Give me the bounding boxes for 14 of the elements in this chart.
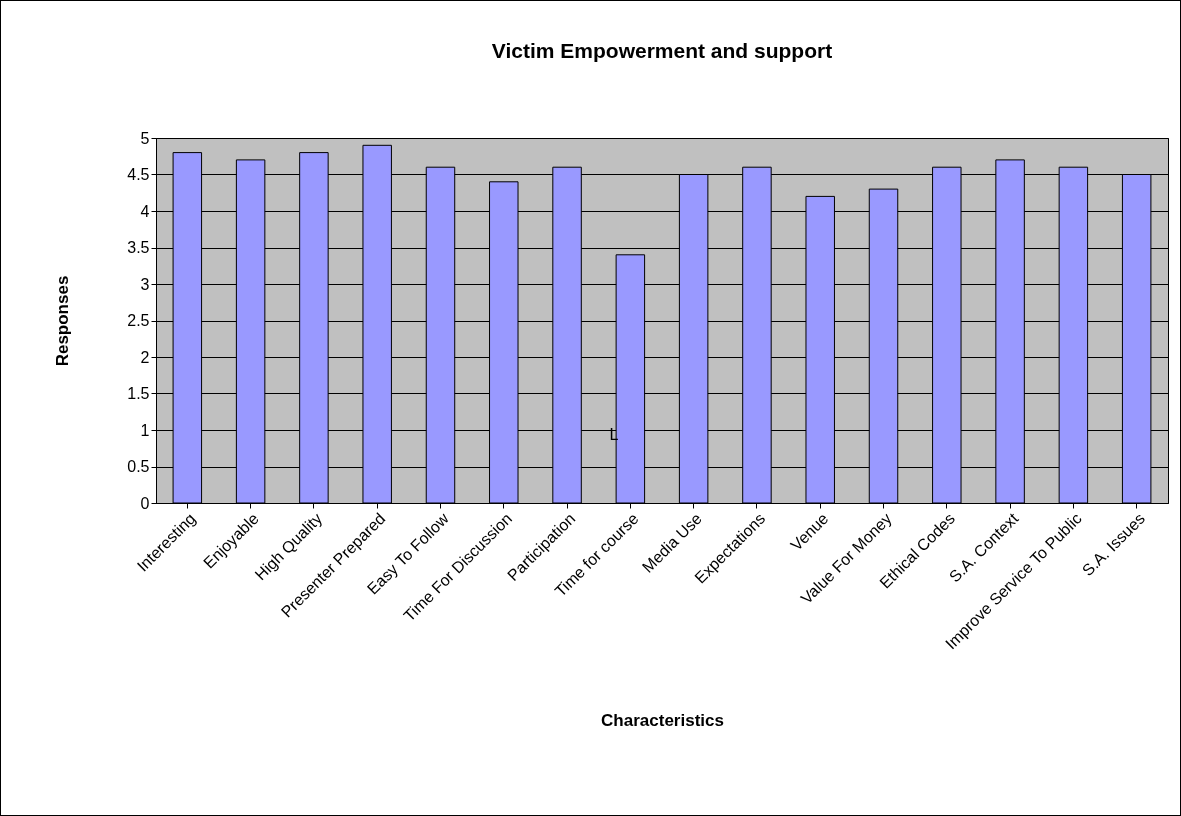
y-tick-label: 0 (140, 494, 150, 512)
y-tick-label: 1 (140, 421, 150, 439)
y-axis-title: Responses (53, 275, 73, 367)
x-axis-title: Characteristics (601, 710, 724, 730)
y-tick-label: 5 (140, 129, 150, 147)
y-tick-label: 4 (140, 202, 150, 220)
y-tick-label: 4.5 (127, 166, 150, 183)
y-tick-label: 2 (140, 348, 150, 366)
y-tick-label: 1.5 (127, 385, 150, 402)
chart-title: Victim Empowerment and support (491, 39, 833, 62)
y-tick-label: 3 (140, 275, 150, 293)
y-tick-label: 3.5 (127, 239, 150, 256)
y-tick-label: 0.5 (127, 458, 150, 475)
y-tick-label: 2.5 (127, 312, 150, 329)
